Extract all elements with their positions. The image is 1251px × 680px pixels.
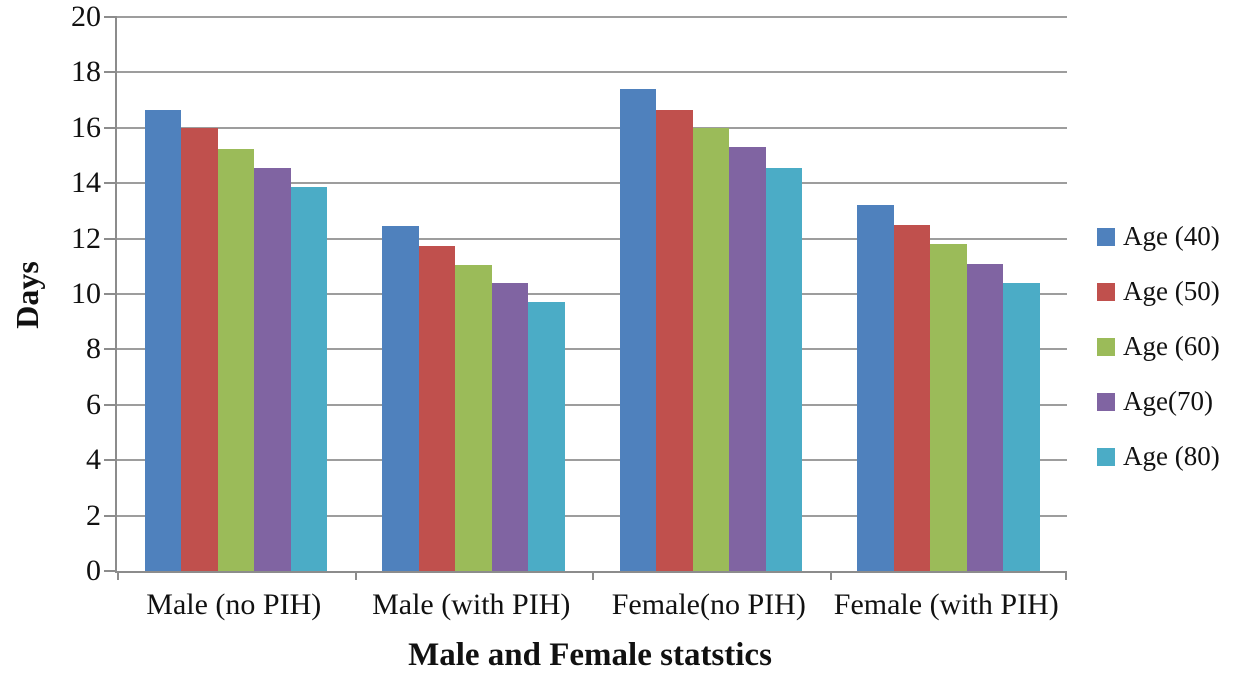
y-tick-mark bbox=[104, 403, 117, 406]
gridline bbox=[117, 237, 1067, 240]
gridline bbox=[117, 403, 1067, 406]
x-category-label: Female(no PIH) bbox=[611, 588, 806, 621]
gridline bbox=[117, 293, 1067, 295]
x-category-label: Male (no PIH) bbox=[146, 588, 322, 621]
gridline bbox=[117, 71, 1067, 74]
legend-item: Age (80) bbox=[1097, 441, 1220, 472]
bar bbox=[930, 244, 967, 571]
bar bbox=[254, 167, 291, 571]
legend-item: Age (40) bbox=[1097, 221, 1220, 252]
bar bbox=[491, 282, 528, 571]
y-tick-label: 6 bbox=[86, 387, 101, 421]
legend-item: Age (50) bbox=[1097, 276, 1220, 307]
legend-item: Age (60) bbox=[1097, 331, 1220, 362]
legend: Age (40) Age (50) Age (60) Age(70) Age (80) bbox=[1097, 221, 1220, 496]
bar bbox=[418, 245, 455, 571]
y-tick-label: 12 bbox=[71, 221, 101, 255]
legend-item: Age(70) bbox=[1097, 386, 1220, 417]
gridline bbox=[117, 16, 1067, 18]
y-tick-label: 2 bbox=[86, 498, 101, 532]
y-tick-mark bbox=[104, 514, 117, 517]
gridline bbox=[117, 348, 1067, 351]
bar bbox=[857, 205, 894, 571]
legend-label: Age (80) bbox=[1123, 441, 1220, 471]
x-category-label: Female (with PIH) bbox=[833, 588, 1059, 621]
bar bbox=[692, 127, 729, 571]
bar bbox=[144, 109, 181, 571]
x-tick-mark bbox=[592, 571, 594, 580]
gridline bbox=[117, 182, 1067, 185]
y-tick-mark bbox=[104, 237, 117, 240]
bar bbox=[382, 226, 419, 571]
plot-area bbox=[104, 16, 1067, 580]
x-tick-mark bbox=[117, 571, 119, 580]
gridline bbox=[117, 126, 1067, 129]
legend-swatch bbox=[1097, 447, 1115, 466]
bar bbox=[893, 224, 930, 571]
bar bbox=[966, 263, 1003, 571]
gridline bbox=[117, 514, 1067, 517]
x-tick-mark bbox=[829, 571, 832, 580]
legend-swatch bbox=[1097, 227, 1115, 246]
bar bbox=[729, 147, 766, 571]
y-tick-label: 20 bbox=[71, 0, 101, 33]
y-tick-label: 14 bbox=[71, 166, 101, 200]
x-tick-mark bbox=[354, 571, 357, 580]
legend-swatch bbox=[1097, 392, 1115, 411]
bar bbox=[765, 167, 802, 571]
y-tick-label: 0 bbox=[86, 554, 101, 587]
bar bbox=[181, 127, 218, 571]
bar bbox=[656, 109, 693, 571]
legend-swatch bbox=[1097, 337, 1115, 356]
y-tick-mark bbox=[104, 126, 117, 129]
x-axis-title: Male and Female statstics bbox=[408, 637, 772, 673]
y-tick-mark bbox=[104, 182, 117, 185]
x-tick-mark bbox=[1065, 571, 1067, 580]
bar bbox=[290, 187, 327, 571]
y-tick-mark bbox=[104, 348, 117, 351]
legend-label: Age(70) bbox=[1123, 386, 1213, 416]
y-tick-label: 10 bbox=[71, 277, 101, 310]
bar bbox=[455, 264, 492, 571]
legend-label: Age (60) bbox=[1123, 331, 1220, 361]
y-tick-label: 18 bbox=[71, 55, 101, 89]
legend-label: Age (50) bbox=[1123, 276, 1220, 306]
y-tick-label: 8 bbox=[86, 332, 101, 366]
bar bbox=[528, 302, 565, 571]
y-tick-mark bbox=[104, 293, 117, 295]
gridline bbox=[117, 459, 1067, 462]
y-tick-mark bbox=[104, 16, 117, 18]
x-category-label: Male (with PIH) bbox=[372, 588, 571, 621]
bar bbox=[217, 148, 254, 571]
y-tick-label: 4 bbox=[86, 443, 101, 477]
bar bbox=[619, 89, 656, 571]
y-tick-mark bbox=[104, 71, 117, 74]
y-tick-mark bbox=[104, 570, 117, 572]
legend-label: Age (40) bbox=[1123, 221, 1220, 251]
y-tick-label: 16 bbox=[71, 110, 101, 144]
legend-swatch bbox=[1097, 282, 1115, 301]
y-tick-mark bbox=[104, 459, 117, 462]
bar bbox=[1003, 282, 1040, 571]
